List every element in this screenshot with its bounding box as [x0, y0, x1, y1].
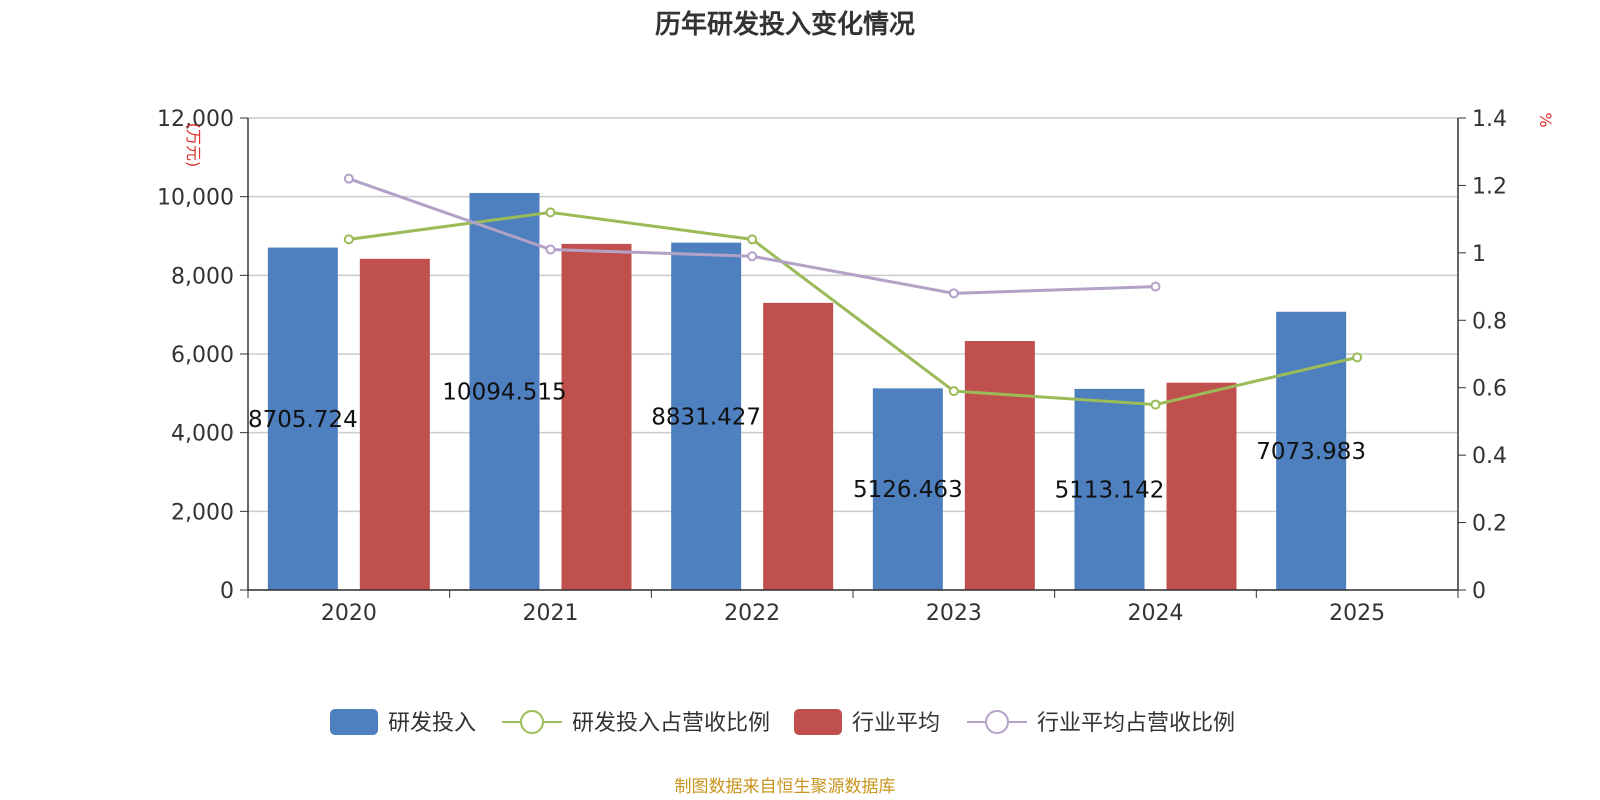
y-right-tick-label: 1.4: [1472, 107, 1507, 132]
line-point: [948, 386, 959, 397]
bar-rd-investment: [1276, 311, 1347, 590]
y-left-tick-label: 10,000: [157, 186, 234, 211]
y-right-tick-label: 0.2: [1472, 512, 1507, 537]
line-rd-ratio: [348, 210, 1358, 407]
line-point: [1150, 399, 1161, 410]
legend-swatch-marker: [520, 710, 544, 734]
legend-swatch-bar: [330, 709, 378, 735]
bar-industry-average: [359, 258, 430, 590]
x-tick-label: 2020: [321, 601, 377, 626]
y-left-tick-label: 0: [220, 579, 234, 604]
y-left-tick-label: 2,000: [171, 500, 234, 525]
y-right-label: %: [1536, 112, 1555, 127]
bar-value-label: 5126.463: [853, 477, 963, 503]
axes: 0 2,000 4,000 6,000 8,000 10,000 12,000 0 0.2 0.4…: [157, 107, 1507, 626]
y-right-tick-label: 0: [1472, 579, 1486, 604]
bar-industry-average: [1166, 382, 1237, 590]
bar-value-label: 5113.142: [1055, 477, 1165, 503]
line-point: [343, 173, 354, 184]
bar-value-label: 7073.983: [1256, 439, 1366, 465]
source-note: 制图数据来自恒生聚源数据库: [675, 777, 896, 797]
bar-rd-investment: [671, 242, 742, 590]
bar-rd-investment: [1074, 388, 1145, 590]
legend-swatch-marker: [985, 710, 1009, 734]
x-tick-label: 2024: [1128, 601, 1184, 626]
bar-industry-average: [561, 243, 632, 590]
line-point: [1150, 281, 1161, 292]
line-point: [747, 251, 758, 262]
bar-industry-average: [964, 341, 1035, 590]
y-right-tick-label: 0.8: [1472, 309, 1507, 334]
x-tick-label: 2025: [1329, 601, 1385, 626]
bar-rd-investment: [469, 192, 540, 590]
line-point: [747, 234, 758, 245]
bars: [267, 192, 1347, 590]
bar-rd-investment: [872, 388, 943, 590]
lines: [343, 173, 1363, 410]
line-point: [948, 288, 959, 299]
line-point: [343, 234, 354, 245]
line-point: [1352, 352, 1363, 363]
y-right-tick-label: 1: [1472, 242, 1486, 267]
legend-label: 行业平均占营收比例: [1037, 711, 1235, 736]
bar-value-label: 8705.724: [248, 407, 358, 433]
legend: 研发投入 研发投入占营收比例 行业平均 行业平均占营收比例: [330, 709, 1235, 736]
legend-label: 研发投入: [388, 711, 476, 736]
y-left-tick-label: 6,000: [171, 343, 234, 368]
y-right-tick-label: 0.4: [1472, 444, 1507, 469]
legend-label: 研发投入占营收比例: [572, 711, 770, 736]
bar-industry-average: [763, 302, 834, 590]
y-left-label: (万元): [184, 123, 203, 168]
legend-label: 行业平均: [852, 711, 940, 736]
legend-swatch-bar: [794, 709, 842, 735]
y-right-tick-label: 1.2: [1472, 174, 1507, 199]
x-tick-label: 2023: [926, 601, 982, 626]
y-right-tick-label: 0.6: [1472, 377, 1507, 402]
line-point: [545, 244, 556, 255]
x-tick-label: 2022: [724, 601, 780, 626]
y-left-tick-label: 4,000: [171, 422, 234, 447]
x-tick-label: 2021: [523, 601, 579, 626]
line-point: [545, 207, 556, 218]
bar-rd-investment: [267, 247, 338, 590]
y-left-tick-label: 8,000: [171, 264, 234, 289]
data-labels: 8705.724 10094.515 8831.427 5126.463 5113.14…: [248, 379, 1366, 503]
chart-title: 历年研发投入变化情况: [655, 9, 915, 40]
y-left-tick-label: 12,000: [157, 107, 234, 132]
bar-value-label: 10094.515: [442, 379, 566, 405]
bar-value-label: 8831.427: [651, 404, 761, 430]
